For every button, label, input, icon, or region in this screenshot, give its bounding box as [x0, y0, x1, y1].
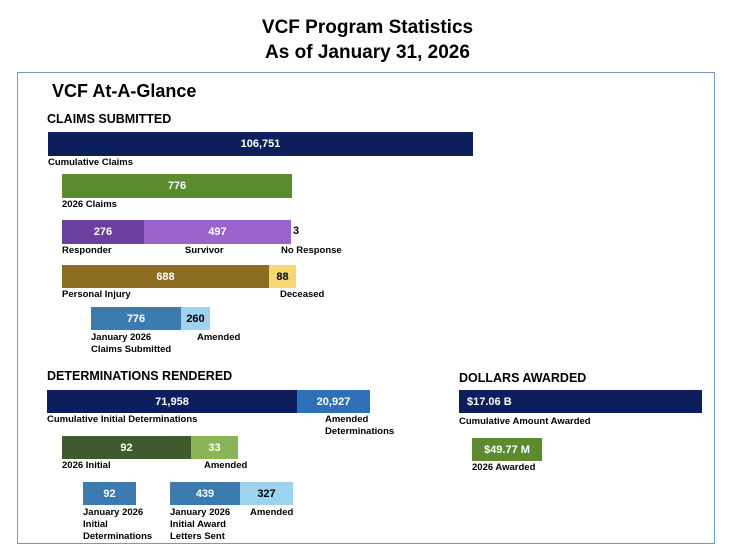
bar-2026-awarded: $49.77 M [472, 438, 542, 461]
label-january-claims-submitted-2: Claims Submitted [91, 344, 172, 355]
label-january-award-letters-1: January 2026 [170, 507, 231, 518]
label-2026-awarded: 2026 Awarded [472, 462, 536, 473]
bar-2026-initial: 92 [62, 436, 191, 459]
bar-2026-amended: 33 [191, 436, 238, 459]
label-january-award-letters-2: Initial Award [170, 519, 226, 530]
label-2026-amended: Amended [204, 460, 248, 471]
label-2026-claims: 2026 Claims [62, 199, 117, 210]
label-january-initial-determinations-1: January 2026 [83, 507, 144, 518]
bar-cumulative-amount-awarded: $17.06 B [459, 390, 702, 413]
label-no-response: No Response [281, 245, 342, 256]
bar-january-award-amended: 327 [240, 482, 293, 505]
label-january-initial-determinations-2: Initial [83, 519, 108, 530]
bar-january-amended: 260 [181, 307, 210, 330]
label-responder: Responder [62, 245, 112, 256]
label-personal-injury: Personal Injury [62, 289, 131, 300]
panel-title: VCF At-A-Glance [52, 81, 197, 101]
section-dollars-awarded: DOLLARS AWARDED [459, 371, 587, 385]
label-january-award-letters-3: Letters Sent [170, 531, 225, 542]
bar-january-initial-determinations: 92 [83, 482, 136, 505]
section-claims-submitted: CLAIMS SUBMITTED [47, 112, 172, 126]
label-january-initial-determinations-3: Determinations [83, 531, 153, 542]
page-title: VCF Program Statistics [261, 17, 474, 38]
bar-january-award-letters: 439 [170, 482, 240, 505]
bar-cumulative-claims: 106,751 [48, 132, 473, 156]
bar-amended-determinations: 20,927 [297, 390, 370, 413]
stats-panel [17, 72, 715, 544]
label-cumulative-claims: Cumulative Claims [48, 157, 133, 168]
section-determinations-rendered: DETERMINATIONS RENDERED [47, 369, 233, 383]
bar-2026-claims: 776 [62, 174, 292, 198]
label-amended-determinations-1: Amended [325, 414, 369, 425]
label-amended-determinations-2: Determinations [325, 426, 395, 437]
label-cumulative-amount-awarded: Cumulative Amount Awarded [459, 416, 591, 427]
bar-cumulative-initial-determinations: 71,958 [47, 390, 297, 413]
bar-deceased: 88 [269, 265, 296, 288]
label-cumulative-initial-determinations: Cumulative Initial Determinations [47, 414, 198, 425]
label-january-amended: Amended [197, 332, 241, 343]
value-no-response: 3 [293, 225, 300, 237]
label-survivor: Survivor [185, 245, 224, 256]
label-january-award-amended: Amended [250, 507, 294, 518]
label-2026-initial: 2026 Initial [62, 460, 111, 471]
page-subtitle: As of January 31, 2026 [265, 42, 470, 63]
label-january-claims-submitted-1: January 2026 [91, 332, 152, 343]
bar-personal-injury: 688 [62, 265, 269, 288]
bar-responder: 276 [62, 220, 144, 244]
bar-survivor: 497 [144, 220, 291, 244]
label-deceased: Deceased [280, 289, 325, 300]
bar-january-claims-submitted: 776 [91, 307, 181, 330]
